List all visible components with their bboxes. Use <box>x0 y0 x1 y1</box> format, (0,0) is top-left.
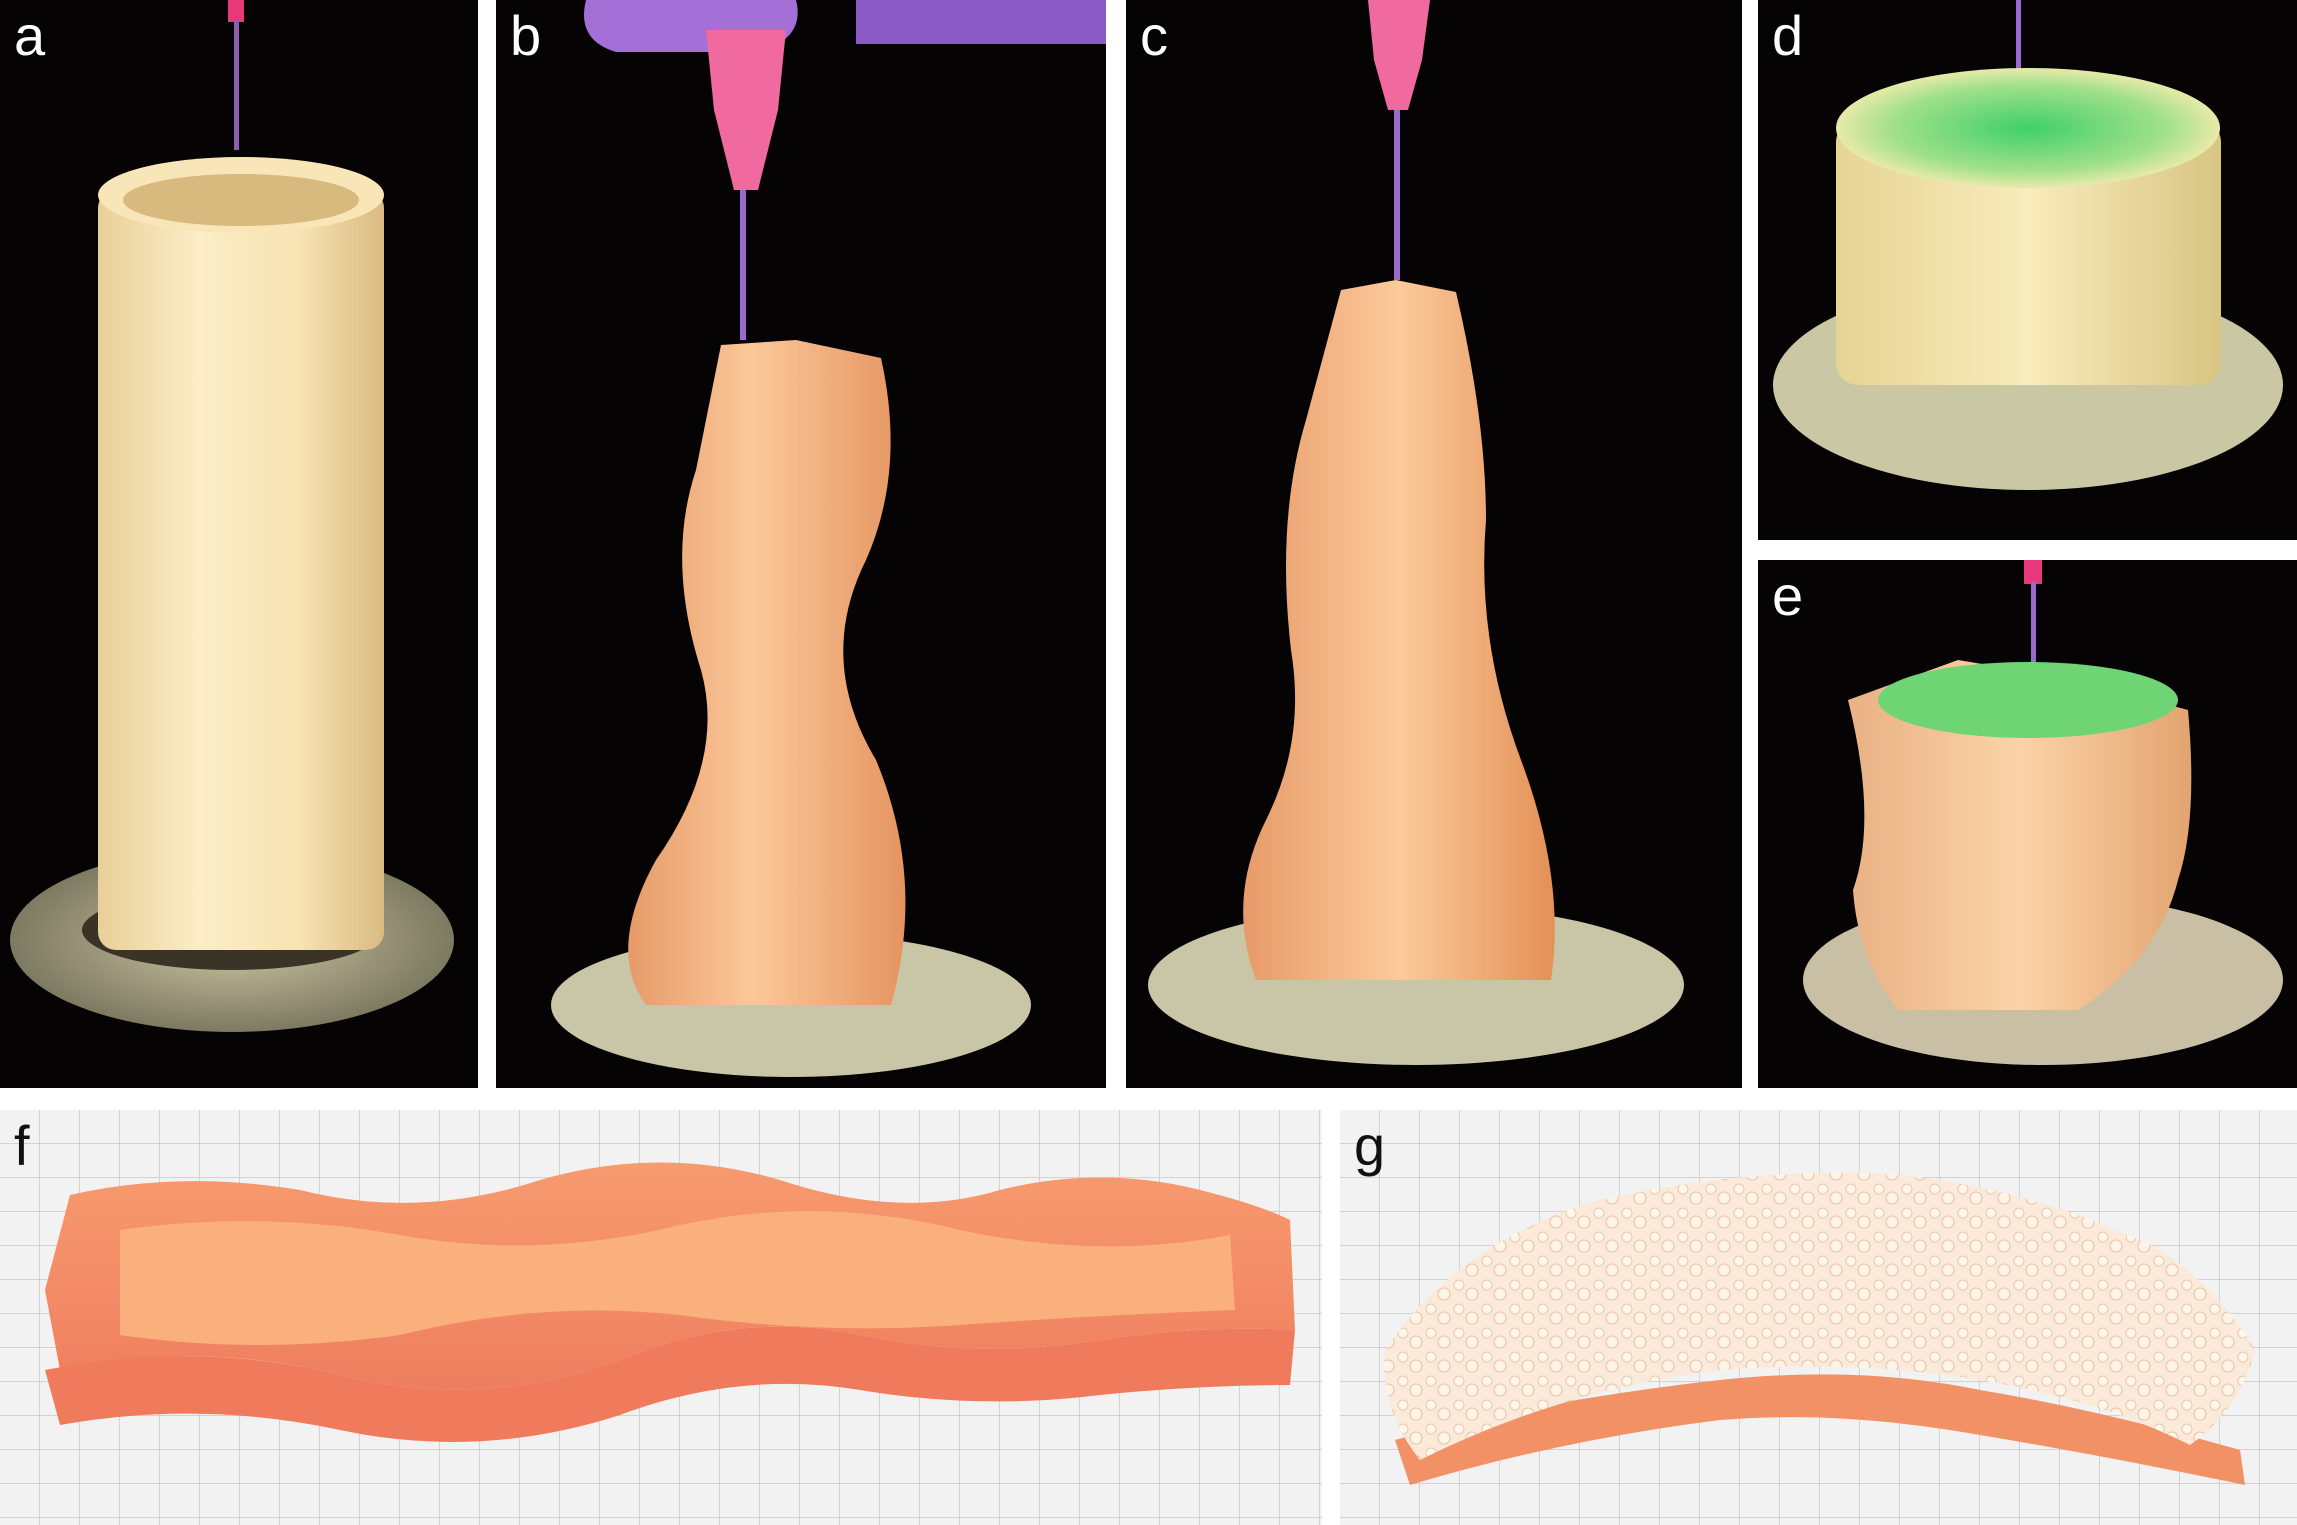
panel-label: d <box>1772 4 1804 67</box>
twisted-print <box>628 340 906 1005</box>
printed-cylinder <box>98 190 384 950</box>
panel-b: b <box>496 0 1106 1088</box>
nozzle <box>706 30 786 190</box>
panel-g-photo <box>1340 1110 2297 1525</box>
panel-d: d <box>1758 0 2297 540</box>
panel-c: c <box>1126 0 1742 1088</box>
panel-f: f <box>0 1110 1322 1525</box>
print-base <box>1395 1374 2245 1485</box>
needle <box>234 20 239 150</box>
panel-g: g <box>1340 1110 2297 1525</box>
panel-label: c <box>1140 4 1168 67</box>
panel-e: e <box>1758 560 2297 1088</box>
panel-label: g <box>1354 1114 1386 1177</box>
panel-b-photo <box>496 0 1106 1088</box>
panel-label: e <box>1772 564 1804 627</box>
panel-a: a <box>0 0 478 1088</box>
panel-f-photo <box>0 1110 1322 1525</box>
panel-c-photo <box>1126 0 1742 1088</box>
panel-e-photo <box>1758 560 2297 1088</box>
uv-glow <box>1836 68 2220 188</box>
needle <box>1394 110 1400 280</box>
panel-a-photo <box>0 0 478 1088</box>
panel-label: a <box>14 4 46 67</box>
nozzle <box>1368 0 1430 110</box>
foamed-print <box>1384 1172 2255 1460</box>
needle <box>740 190 746 340</box>
printed-cylinder <box>1836 120 2221 385</box>
panel-label: b <box>510 4 542 67</box>
needle <box>2031 582 2036 712</box>
twisted-print <box>1848 660 2192 1010</box>
uv-glow <box>1878 662 2178 738</box>
panel-d-photo <box>1758 0 2297 540</box>
nozzle-tip <box>2024 560 2042 584</box>
panel-label: f <box>14 1114 30 1177</box>
needle <box>2016 0 2021 85</box>
nozzle-tip <box>228 0 244 22</box>
twisted-print <box>1243 280 1555 980</box>
